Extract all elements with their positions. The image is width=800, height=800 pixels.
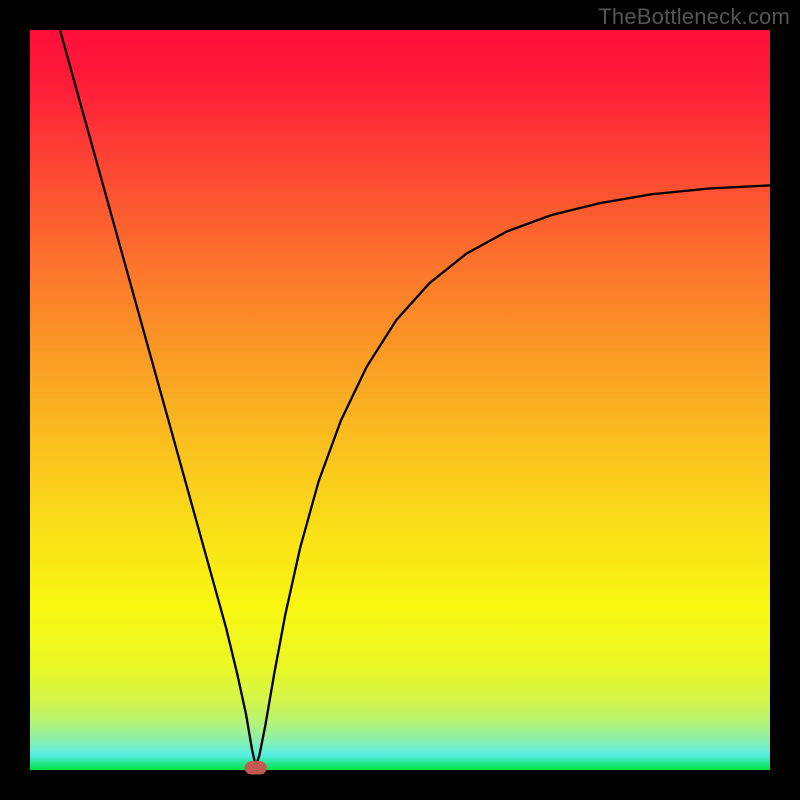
- plot-background: [30, 30, 770, 770]
- chart-container: TheBottleneck.com: [0, 0, 800, 800]
- minimum-marker: [245, 761, 267, 774]
- watermark-text: TheBottleneck.com: [598, 4, 790, 30]
- bottleneck-chart: [0, 0, 800, 800]
